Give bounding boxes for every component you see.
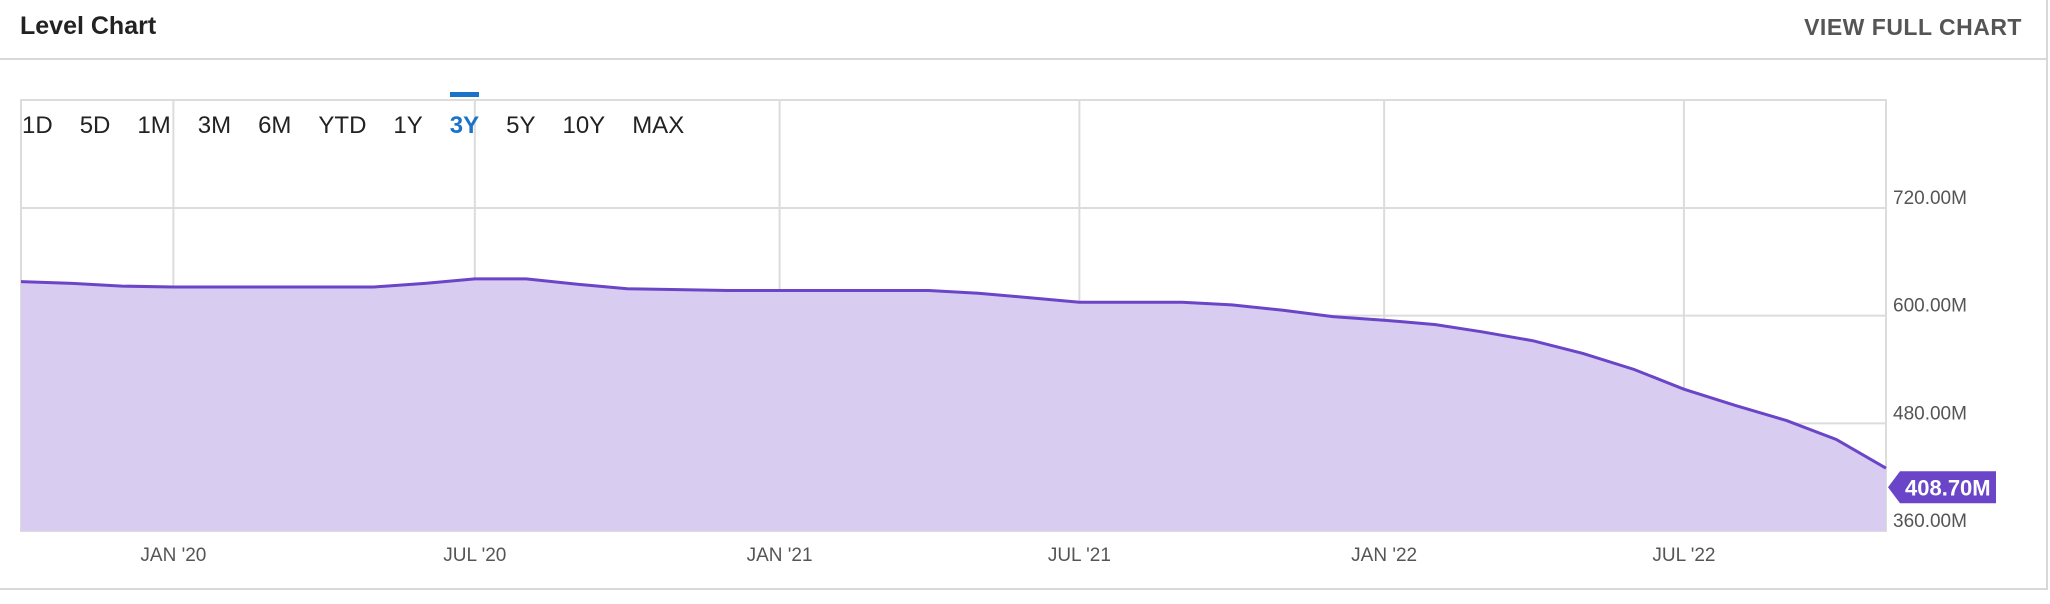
range-max[interactable]: MAX	[632, 112, 685, 139]
last-value-badge: 408.70M	[1888, 471, 1996, 504]
x-tick-label: JUL '21	[1048, 545, 1111, 566]
x-tick-label: JAN '21	[747, 545, 813, 566]
y-tick-label: 480.00M	[1893, 403, 1967, 424]
x-tick-label: JUL '22	[1652, 545, 1715, 566]
y-tick-label: 360.00M	[1893, 511, 1967, 532]
range-5y[interactable]: 5Y	[506, 112, 536, 139]
chart-header: Level Chart VIEW FULL CHART	[0, 0, 2046, 60]
y-tick-label: 720.00M	[1893, 188, 1967, 209]
range-1d[interactable]: 1D	[22, 112, 53, 139]
view-full-chart-link[interactable]: VIEW FULL CHART	[1804, 14, 2022, 40]
range-3y[interactable]: 3Y	[449, 92, 480, 152]
time-range-selector: 1D 5D 1M 3M 6M YTD 1Y 3Y 5Y 10Y MAX	[22, 92, 711, 152]
range-1y[interactable]: 1Y	[393, 112, 423, 139]
chart-title: Level Chart	[20, 12, 157, 40]
x-tick-label: JAN '20	[140, 545, 206, 566]
range-6m[interactable]: 6M	[258, 112, 292, 139]
range-10y[interactable]: 10Y	[562, 112, 606, 139]
chart-card	[0, 0, 2048, 590]
x-axis-labels: JAN '20 JUL '20 JAN '21 JUL '21 JAN '22 JUL '…	[140, 545, 1715, 566]
range-5d[interactable]: 5D	[79, 112, 111, 139]
x-tick-label: JAN '22	[1351, 545, 1417, 566]
level-series-line	[20, 277, 1887, 470]
range-3m[interactable]: 3M	[197, 112, 232, 139]
level-area-fill	[21, 278, 1886, 531]
range-ytd[interactable]: YTD	[318, 112, 367, 139]
y-axis-labels: 720.00M 600.00M 480.00M 360.00M	[1893, 188, 1967, 532]
x-tick-label: JUL '20	[443, 545, 506, 566]
y-tick-label: 600.00M	[1893, 296, 1967, 317]
last-value-label: 408.70M	[1905, 475, 1991, 500]
last-value-badge-shape	[1888, 471, 1996, 504]
range-1m[interactable]: 1M	[137, 112, 171, 139]
